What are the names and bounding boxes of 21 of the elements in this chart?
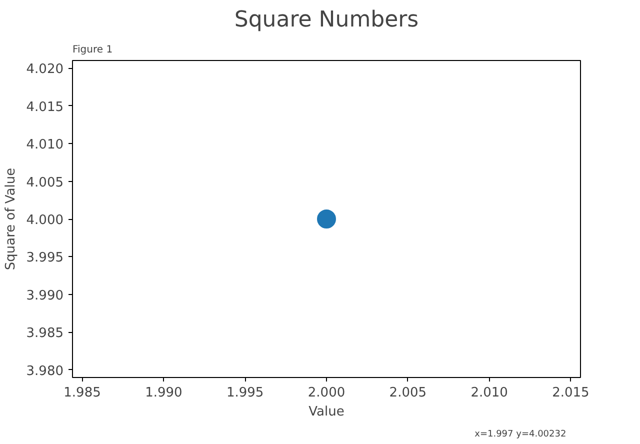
y-tick-label: 4.010 [26, 138, 64, 153]
x-tick-label: 2.015 [552, 386, 590, 400]
y-tick-label: 4.000 [26, 213, 64, 228]
x-tick-label: 2.010 [470, 386, 508, 400]
x-tick-label: 2.005 [389, 386, 427, 400]
caption: Figure 1 [72, 44, 113, 56]
y-tick-label: 4.005 [26, 175, 64, 190]
text: x=1.997 y=4.00232 [474, 430, 566, 440]
x-axis-title: Value [308, 404, 344, 420]
y-tick-label: 3.995 [26, 250, 64, 266]
x-tick-label: 2.000 [308, 386, 346, 400]
y-tick-label: 3.990 [26, 288, 64, 304]
chart-title: Square Numbers [234, 8, 419, 32]
y-tick-label: 3.980 [26, 364, 64, 379]
y-tick-label: 3.985 [26, 326, 64, 342]
y-tick-label: 4.015 [26, 100, 64, 115]
y-tick-label: 4.020 [26, 62, 64, 78]
x-tick-label: 1.985 [64, 386, 101, 400]
x-tick-label: 1.990 [145, 386, 182, 400]
y-axis-title: Square of Value [3, 168, 18, 270]
x-tick-label: 1.995 [226, 386, 264, 400]
